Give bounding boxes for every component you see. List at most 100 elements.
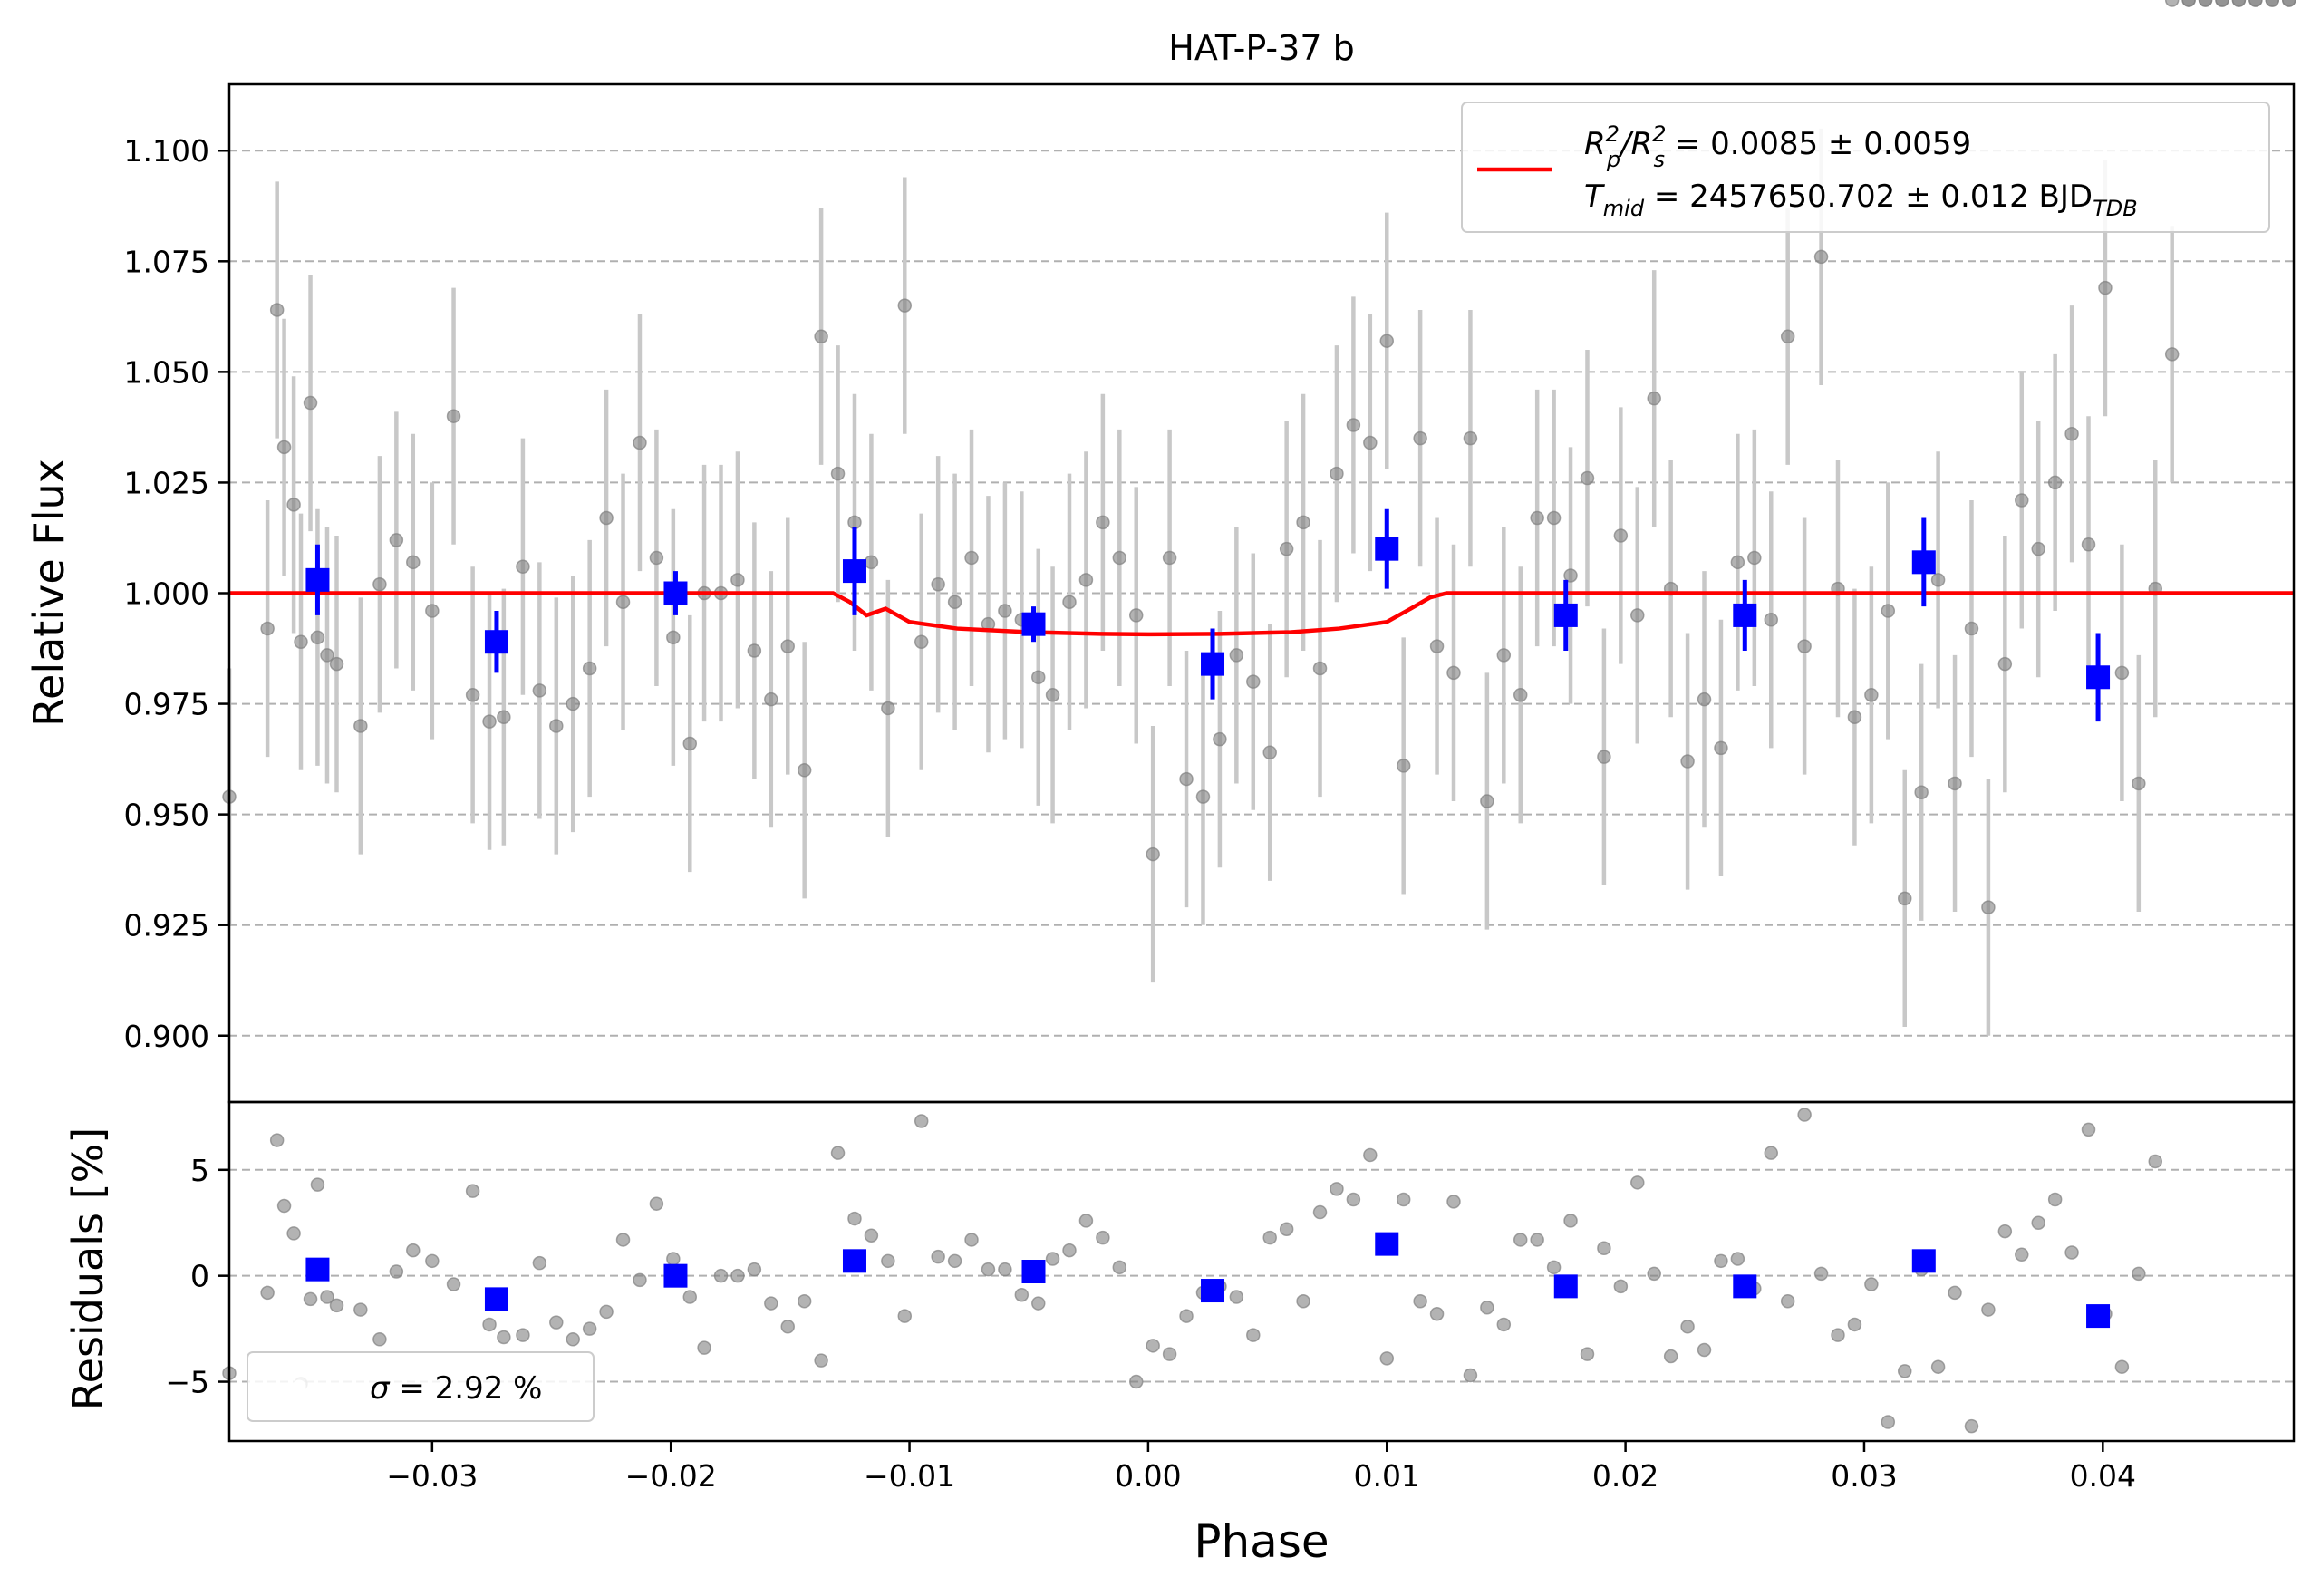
binned-residual-point: [1201, 1279, 1225, 1303]
raw-point: [269, 303, 285, 317]
raw-point: [497, 710, 511, 724]
residual-point: [1096, 1230, 1110, 1245]
residual-point: [389, 1264, 404, 1279]
raw-point: [633, 435, 647, 450]
binned-residual-point: [1021, 1260, 1046, 1283]
residual-point: [353, 1302, 368, 1317]
raw-point: [286, 498, 301, 512]
residual-point: [1864, 1277, 1879, 1291]
residual-point: [730, 1268, 745, 1283]
raw-point: [516, 559, 530, 574]
bottom-legend-marker: [292, 1379, 306, 1394]
raw-point: [1881, 604, 1896, 618]
raw-point: [1463, 430, 1478, 446]
raw-point: [666, 630, 681, 645]
binned-point: [1201, 652, 1225, 676]
raw-point: [465, 688, 480, 702]
raw-point: [1530, 510, 1544, 526]
raw-point: [1981, 900, 1996, 914]
ytick-label: 1.000: [124, 576, 209, 612]
raw-point: [1396, 759, 1411, 773]
xtick-label: −0.02: [625, 1458, 717, 1494]
residual-point: [582, 1321, 597, 1336]
residual-point: [1513, 1233, 1528, 1247]
residual-point: [864, 1228, 879, 1243]
raw-point: [1096, 515, 1110, 530]
residual-point: [1546, 1260, 1562, 1275]
residual-point: [931, 1249, 945, 1264]
binned-residual-point: [1911, 1249, 1936, 1273]
residual-point: [1128, 1374, 1144, 1389]
raw-point: [2015, 493, 2029, 508]
raw-point: [964, 550, 979, 566]
raw-point: [764, 692, 778, 707]
raw-point: [897, 298, 913, 313]
raw-point: [1780, 329, 1795, 344]
raw-point: [1964, 621, 1979, 636]
raw-point: [1714, 740, 1728, 756]
raw-point: [1429, 639, 1445, 653]
residual-point: [1446, 1195, 1461, 1209]
raw-point: [1797, 639, 1812, 653]
residual-point: [276, 1198, 292, 1214]
xtick-label: 0.03: [1831, 1458, 1897, 1494]
raw-point: [1864, 688, 1879, 702]
residual-point: [1413, 1293, 1427, 1309]
residual-point: [1881, 1415, 1896, 1429]
raw-point: [1112, 550, 1127, 566]
residual-point: [1847, 1317, 1862, 1332]
raw-point: [864, 555, 879, 570]
top-raw-points: [222, 0, 2296, 914]
binned-point: [1911, 550, 1936, 575]
binned-residual-point: [663, 1263, 688, 1288]
raw-point: [1330, 466, 1344, 481]
binned-point: [663, 581, 688, 605]
residual-point: [516, 1328, 530, 1342]
binned-residual-point: [1375, 1232, 1399, 1256]
binned-point: [1375, 537, 1399, 561]
residual-point: [1714, 1253, 1728, 1269]
binned-residual-point: [484, 1287, 508, 1311]
raw-point: [1813, 249, 1829, 265]
residual-point: [1981, 1302, 1996, 1317]
ytick-label: 1.100: [124, 133, 209, 169]
residual-point: [1797, 1108, 1812, 1122]
residual-point: [1563, 1214, 1578, 1228]
raw-point: [1496, 648, 1512, 663]
residual-point: [2148, 1154, 2163, 1169]
residual-point: [914, 1114, 929, 1128]
raw-point: [446, 409, 461, 423]
residual-point: [682, 1290, 698, 1304]
residual-point: [1379, 1351, 1395, 1366]
residual-point: [666, 1252, 681, 1266]
residual-point: [1647, 1266, 1661, 1282]
raw-point: [1195, 789, 1211, 804]
residual-point: [1078, 1214, 1094, 1228]
raw-point: [566, 696, 580, 711]
raw-point: [1031, 670, 1046, 685]
raw-point: [582, 661, 597, 676]
raw-point: [1647, 391, 1661, 406]
residual-point: [1330, 1182, 1344, 1196]
raw-point: [1279, 541, 1294, 556]
residual-point: [2281, 0, 2296, 7]
raw-point: [649, 550, 664, 566]
raw-point: [1747, 550, 1762, 566]
raw-point: [1480, 794, 1494, 808]
raw-point: [389, 533, 404, 547]
raw-point: [532, 683, 547, 698]
residual-point: [1764, 1146, 1779, 1160]
raw-point: [1179, 771, 1194, 787]
bottom-yticks: −5 0 5: [165, 1153, 229, 1400]
residual-point: [1246, 1328, 1261, 1342]
residual-point: [2164, 0, 2180, 7]
raw-point: [2114, 665, 2130, 681]
residual-point: [1964, 1418, 1979, 1434]
residual-point: [1997, 1224, 2013, 1239]
raw-point: [947, 595, 962, 610]
residual-point: [269, 1133, 285, 1147]
raw-point: [303, 395, 318, 411]
residual-point: [1312, 1204, 1328, 1220]
residual-point: [998, 1262, 1012, 1277]
residual-point: [981, 1262, 996, 1277]
